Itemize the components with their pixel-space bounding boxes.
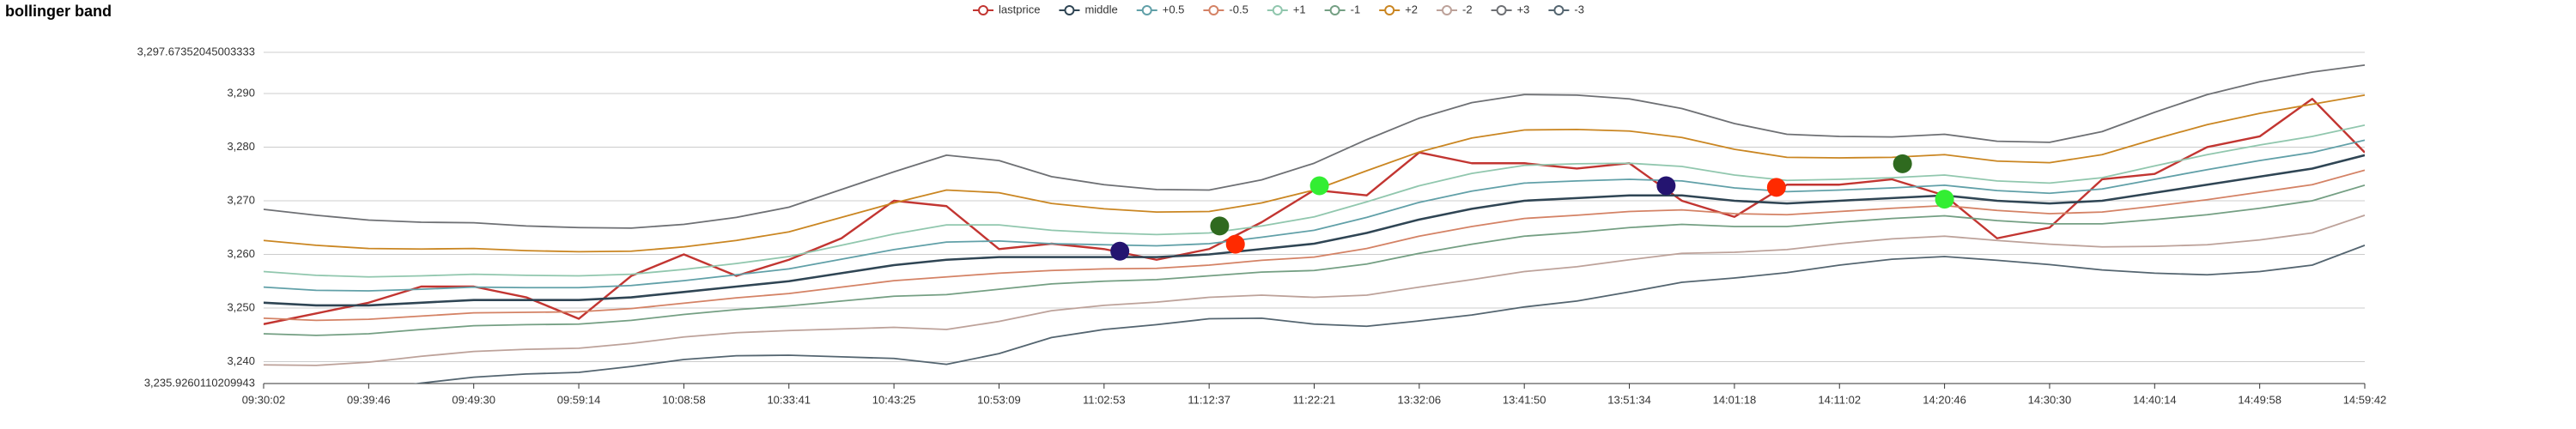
y-tick-label: 3,235.9260110209943 — [144, 376, 255, 389]
legend-item[interactable]: +0.5 — [1136, 3, 1185, 15]
legend-label: +3 — [1517, 3, 1530, 15]
series-line — [264, 139, 2365, 292]
x-tick-label: 09:39:46 — [347, 393, 391, 406]
legend-label: -2 — [1462, 3, 1473, 15]
x-tick-label: 10:53:09 — [977, 393, 1021, 406]
signal-marker — [1309, 176, 1329, 196]
x-tick-label: 14:40:14 — [2133, 393, 2177, 406]
signal-marker — [1935, 190, 1954, 209]
legend: lastprice middle +0.5 -0.5 +1 -1 +2 -2 +3 -3 — [973, 3, 1584, 15]
legend-item[interactable]: -1 — [1324, 3, 1361, 15]
x-tick-label: 09:49:30 — [452, 393, 495, 406]
x-tick-label: 13:51:34 — [1607, 393, 1651, 406]
legend-item[interactable]: -0.5 — [1203, 3, 1249, 15]
x-tick-label: 13:32:06 — [1398, 393, 1442, 406]
legend-label: -0.5 — [1229, 3, 1248, 15]
legend-icon-dot — [1064, 5, 1075, 15]
x-tick-label: 09:59:14 — [557, 393, 601, 406]
legend-item[interactable]: lastprice — [973, 3, 1040, 15]
y-tick-label: 3,240 — [227, 354, 255, 367]
legend-label: +0.5 — [1163, 3, 1185, 15]
legend-item[interactable]: +1 — [1267, 3, 1306, 15]
y-tick-label: 3,260 — [227, 247, 255, 260]
legend-icon-dot — [1442, 5, 1453, 15]
legend-icon-dot — [1384, 5, 1395, 15]
legend-item[interactable]: +2 — [1379, 3, 1418, 15]
x-tick-label: 09:30:02 — [242, 393, 286, 406]
x-tick-label: 10:08:58 — [662, 393, 706, 406]
signal-marker — [1656, 176, 1676, 196]
legend-item[interactable]: -2 — [1437, 3, 1473, 15]
x-tick-label: 11:02:53 — [1083, 393, 1126, 406]
plot-area — [264, 63, 2365, 384]
chart-title: bollinger band — [5, 3, 112, 20]
signal-marker — [1225, 234, 1245, 254]
signal-marker — [1210, 216, 1230, 236]
legend-label: -1 — [1351, 3, 1361, 15]
signal-marker — [1893, 154, 1912, 173]
x-tick-label: 14:11:02 — [1818, 393, 1861, 406]
x-tick-label: 14:20:46 — [1923, 393, 1966, 406]
series-line — [264, 154, 2365, 307]
grid: 3,235.9260110209943 3,240 3,250 3,260 3,270 3… — [137, 45, 2387, 406]
legend-label: -3 — [1574, 3, 1584, 15]
series-line — [264, 214, 2365, 366]
series-line — [264, 124, 2365, 278]
y-tick-label: 3,280 — [227, 140, 255, 153]
x-tick-label: 11:12:37 — [1188, 393, 1230, 406]
y-tick-label: 3,297.67352045003333 — [137, 45, 255, 57]
legend-icon-dot — [1208, 5, 1219, 15]
legend-item[interactable]: -3 — [1548, 3, 1584, 15]
legend-icon-dot — [978, 5, 989, 15]
legend-label: middle — [1084, 3, 1117, 15]
x-tick-label: 14:49:58 — [2238, 393, 2281, 406]
x-tick-label: 14:59:42 — [2343, 393, 2387, 406]
series-line — [264, 98, 2365, 325]
x-tick-label: 14:01:18 — [1713, 393, 1757, 406]
x-tick-label: 10:43:25 — [872, 393, 916, 406]
legend-icon-dot — [1496, 5, 1507, 15]
series-line — [412, 245, 2365, 384]
y-tick-label: 3,270 — [227, 193, 255, 206]
legend-item[interactable]: middle — [1059, 3, 1118, 15]
legend-item[interactable]: +3 — [1491, 3, 1530, 15]
x-tick-label: 13:41:50 — [1503, 393, 1546, 406]
legend-icon-dot — [1553, 5, 1564, 15]
legend-label: lastprice — [999, 3, 1040, 15]
x-tick-label: 14:30:30 — [2028, 393, 2072, 406]
series-line — [264, 184, 2365, 336]
series-line — [264, 169, 2365, 322]
series-line — [264, 63, 2365, 229]
legend-icon-dot — [1329, 5, 1340, 15]
y-tick-label: 3,250 — [227, 300, 255, 313]
signal-marker — [1110, 241, 1130, 261]
legend-label: +2 — [1405, 3, 1418, 15]
signal-marker — [1766, 178, 1786, 197]
legend-icon-dot — [1272, 5, 1283, 15]
x-tick-label: 11:22:21 — [1293, 393, 1336, 406]
y-tick-label: 3,290 — [227, 86, 255, 99]
legend-icon-dot — [1141, 5, 1152, 15]
x-tick-label: 10:33:41 — [767, 393, 811, 406]
legend-label: +1 — [1293, 3, 1306, 15]
